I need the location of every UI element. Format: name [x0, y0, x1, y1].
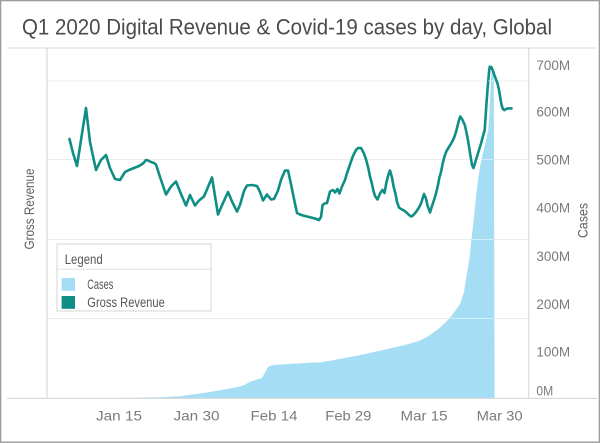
svg-text:300M: 300M: [536, 249, 570, 264]
svg-text:500M: 500M: [536, 153, 570, 168]
svg-text:0M: 0M: [536, 383, 553, 398]
svg-text:Legend: Legend: [65, 252, 103, 267]
svg-text:Mar 15: Mar 15: [401, 407, 448, 423]
svg-text:Jan 15: Jan 15: [96, 407, 142, 423]
svg-text:400M: 400M: [536, 201, 570, 216]
svg-text:600M: 600M: [536, 104, 570, 119]
svg-text:Gross Revenue: Gross Revenue: [22, 169, 37, 250]
svg-text:Feb 29: Feb 29: [325, 407, 371, 423]
svg-text:700M: 700M: [536, 58, 570, 73]
svg-text:Q1 2020 Digital Revenue & Covi: Q1 2020 Digital Revenue & Covid-19 cases…: [22, 14, 552, 39]
svg-text:Cases: Cases: [87, 277, 113, 292]
svg-text:Cases: Cases: [576, 203, 591, 238]
svg-text:Mar 30: Mar 30: [477, 407, 523, 423]
svg-text:Gross Revenue: Gross Revenue: [87, 295, 165, 310]
svg-text:100M: 100M: [536, 345, 570, 360]
svg-text:Jan 30: Jan 30: [174, 407, 220, 423]
svg-text:200M: 200M: [536, 297, 570, 312]
svg-text:Feb 14: Feb 14: [251, 407, 298, 423]
